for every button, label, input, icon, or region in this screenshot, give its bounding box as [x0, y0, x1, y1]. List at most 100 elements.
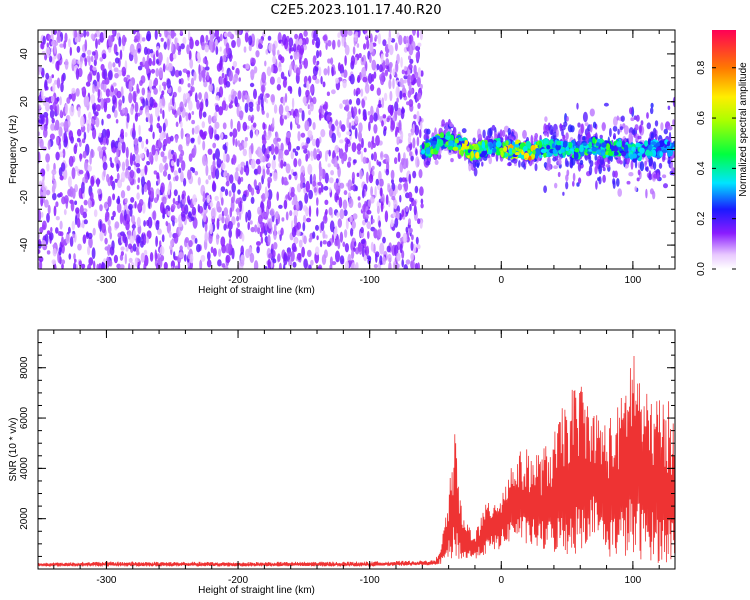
signal-cell [603, 102, 609, 107]
noise-cell [320, 129, 326, 138]
noise-cell [363, 109, 367, 118]
noise-cell [99, 220, 102, 232]
noise-cell [385, 58, 390, 66]
noise-cell [231, 40, 236, 48]
noise-cell [356, 172, 360, 177]
noise-cell [353, 159, 357, 164]
noise-cell [292, 148, 297, 153]
noise-cell [223, 170, 228, 177]
noise-cell [326, 240, 332, 247]
noise-cell [191, 234, 196, 240]
signal-cell [508, 161, 512, 166]
noise-cell [220, 132, 224, 140]
noise-cell [294, 238, 298, 244]
noise-cell [95, 38, 98, 49]
noise-cell [228, 229, 232, 239]
noise-cell [347, 161, 351, 168]
noise-cell [92, 106, 96, 115]
noise-cell [220, 186, 226, 193]
noise-cell [92, 51, 96, 56]
noise-cell [141, 175, 145, 188]
noise-cell [225, 153, 230, 163]
signal-cell [634, 124, 639, 131]
noise-cell [56, 61, 60, 72]
noise-cell [182, 93, 187, 104]
noise-cell [158, 102, 162, 108]
noise-cell [308, 264, 312, 269]
noise-cell [281, 217, 285, 222]
noise-cell [134, 201, 137, 209]
noise-cell [120, 190, 126, 199]
noise-cell [58, 126, 63, 137]
noise-cell [128, 243, 133, 250]
noise-cell [266, 66, 272, 77]
signal-cell [434, 159, 439, 165]
noise-cell [95, 117, 100, 128]
noise-cell [319, 240, 323, 248]
noise-cell [370, 241, 374, 252]
noise-cell [408, 55, 411, 60]
noise-cell [77, 243, 82, 251]
noise-cell [187, 211, 192, 219]
signal-cell [501, 129, 506, 138]
noise-cell [101, 146, 107, 151]
noise-cell [255, 158, 261, 165]
noise-cell [135, 163, 141, 168]
noise-cell [68, 253, 72, 260]
noise-cell [419, 186, 424, 197]
noise-cell [38, 131, 41, 137]
noise-cell [45, 102, 50, 112]
noise-cell [90, 55, 94, 63]
noise-cell [407, 75, 410, 87]
noise-cell [398, 177, 403, 183]
noise-cell [354, 37, 358, 42]
noise-cell [416, 30, 420, 39]
noise-cell [99, 230, 104, 242]
noise-cell [49, 133, 55, 140]
noise-cell [293, 215, 298, 226]
noise-cell [89, 154, 92, 165]
noise-cell [390, 169, 395, 180]
noise-cell [59, 96, 62, 106]
noise-cell [52, 173, 55, 182]
noise-cell [307, 104, 310, 110]
noise-cell [129, 235, 135, 244]
noise-cell [308, 109, 311, 116]
noise-cell [112, 30, 116, 36]
noise-cell [250, 196, 255, 204]
noise-cell [272, 65, 278, 74]
noise-cell [159, 33, 162, 38]
noise-cell [297, 158, 302, 167]
noise-cell [419, 128, 422, 139]
noise-cell [382, 114, 387, 119]
noise-cell [174, 217, 178, 224]
noise-cell [145, 236, 149, 244]
noise-cell [394, 146, 400, 152]
noise-cell [242, 193, 247, 202]
noise-cell [180, 43, 185, 50]
noise-cell [171, 32, 177, 37]
ridge-cell [568, 141, 573, 149]
noise-cell [86, 232, 89, 237]
noise-cell [194, 125, 199, 135]
noise-cell [409, 58, 414, 64]
noise-cell [345, 104, 350, 112]
noise-cell [41, 89, 44, 100]
noise-cell [402, 158, 408, 170]
noise-cell [394, 42, 398, 52]
noise-cell [255, 129, 259, 137]
noise-cell [166, 222, 171, 234]
noise-cell [412, 170, 417, 179]
noise-cell [207, 114, 212, 125]
noise-cell [179, 121, 183, 128]
ridge-cell [656, 142, 660, 147]
noise-cell [162, 144, 166, 152]
signal-cell [601, 122, 606, 130]
noise-cell [125, 158, 129, 167]
noise-cell [132, 30, 136, 35]
noise-cell [375, 30, 380, 33]
signal-cell [619, 126, 624, 130]
